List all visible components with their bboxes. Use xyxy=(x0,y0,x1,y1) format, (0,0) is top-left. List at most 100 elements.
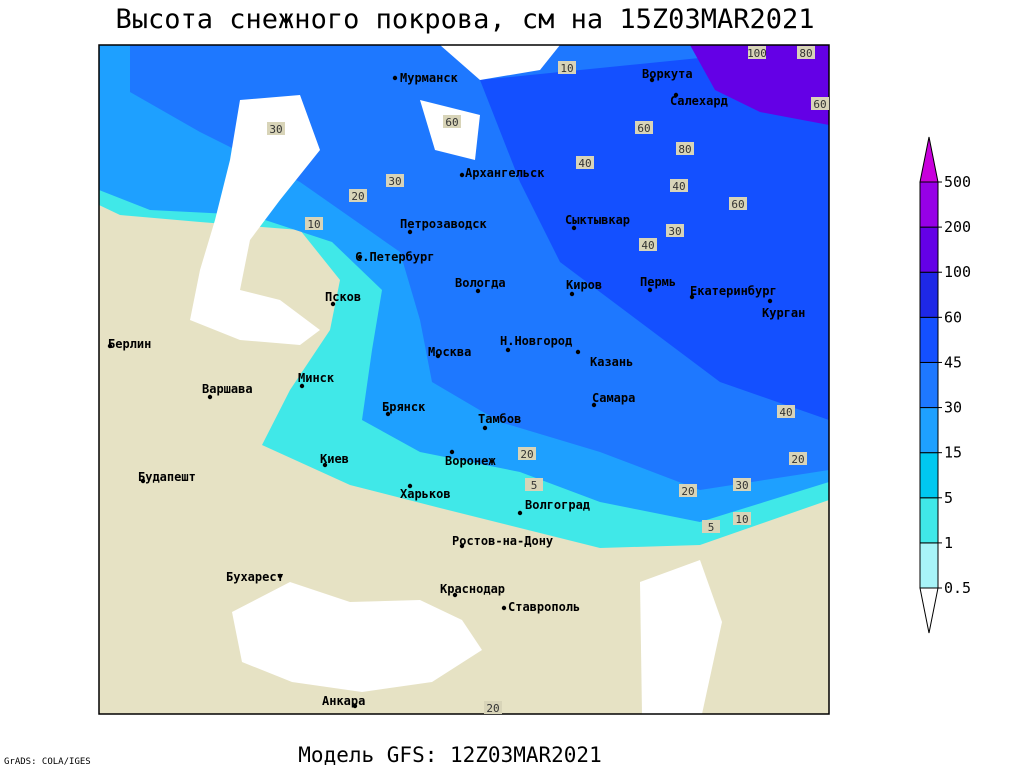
contour-label-box xyxy=(305,217,323,230)
title: Высота снежного покрова, см на 15Z03MAR2… xyxy=(116,4,815,35)
contour-label-box xyxy=(484,701,502,714)
white-sea xyxy=(420,100,480,160)
legend-high-triangle xyxy=(919,136,939,183)
city-dot xyxy=(357,254,363,260)
city-label: Курган xyxy=(762,306,805,320)
contour-label-box xyxy=(676,142,694,155)
city-label: Минск xyxy=(298,371,335,385)
city-label: Мурманск xyxy=(400,71,459,85)
contour-label-box xyxy=(811,97,829,110)
contour-label: 20 xyxy=(681,485,694,498)
contour-label-box xyxy=(635,121,653,134)
city-dot xyxy=(322,462,328,468)
city-dot xyxy=(392,75,398,81)
city-dot xyxy=(140,478,146,484)
contour-label-box xyxy=(525,478,543,491)
city-label: Казань xyxy=(590,355,633,369)
city-dot xyxy=(107,343,113,349)
city-dot xyxy=(505,347,511,353)
contour-label: 10 xyxy=(735,513,748,526)
contour-label: 5 xyxy=(531,479,538,492)
city-label: Анкара xyxy=(322,694,365,708)
city-dot xyxy=(475,288,481,294)
city-dot xyxy=(330,301,336,307)
city-label: Тамбов xyxy=(478,412,521,426)
city-dot xyxy=(299,383,305,389)
contour-label: 40 xyxy=(779,406,792,419)
city-dot xyxy=(352,703,358,709)
contour-label: 20 xyxy=(791,453,804,466)
city-label: Ростов-на-Дону xyxy=(452,534,553,548)
city-label: Воронеж xyxy=(445,454,496,468)
city-label: Москва xyxy=(428,345,471,359)
legend-box xyxy=(919,226,939,273)
city-label: Бухарест xyxy=(226,570,284,584)
legend-box xyxy=(919,181,939,228)
city-dot xyxy=(571,225,577,231)
legend-low-triangle xyxy=(919,587,939,634)
snow-100 xyxy=(690,45,829,125)
city-dot xyxy=(575,349,581,355)
footer: Модель GFS: 12Z03MAR2021 xyxy=(298,743,601,767)
contour-label-box xyxy=(679,484,697,497)
city-label: Брянск xyxy=(382,400,426,414)
credit: GrADS: COLA/IGES xyxy=(4,757,91,767)
city-dot xyxy=(569,291,575,297)
city-label: Пермь xyxy=(640,275,676,289)
legend-label: 15 xyxy=(944,444,962,462)
legend-box xyxy=(919,271,939,318)
city-dot xyxy=(407,229,413,235)
contour-label-box xyxy=(777,405,795,418)
legend-label: 200 xyxy=(944,218,971,236)
contour-label: 20 xyxy=(520,448,533,461)
contour-label-box xyxy=(576,156,594,169)
city-dot xyxy=(449,449,455,455)
city-label: Варшава xyxy=(202,382,253,396)
city-label: Берлин xyxy=(108,337,151,351)
city-dot xyxy=(649,77,655,83)
contour-label: 60 xyxy=(731,198,744,211)
city-label: Петрозаводск xyxy=(400,217,487,231)
black-sea xyxy=(232,582,482,692)
contour-label: 40 xyxy=(641,239,654,252)
city-label: Псков xyxy=(325,290,361,304)
city-label: Киров xyxy=(566,278,602,292)
city-label: Вологда xyxy=(455,276,506,290)
city-label: Харьков xyxy=(400,487,451,501)
contour-label-box xyxy=(797,46,815,59)
city-label: Киев xyxy=(320,452,349,466)
city-dot xyxy=(501,605,507,611)
city-dot xyxy=(452,592,458,598)
map xyxy=(98,44,830,715)
legend-box xyxy=(919,407,939,454)
contour-label-box xyxy=(666,224,684,237)
contour-label-box xyxy=(789,452,807,465)
contour-label-box xyxy=(443,115,461,128)
contour-label: 40 xyxy=(578,157,591,170)
baltic-sea xyxy=(190,95,320,345)
legend-label: 1 xyxy=(944,534,953,552)
contour-label: 60 xyxy=(445,116,458,129)
map-frame xyxy=(98,44,830,715)
city-label: Будапешт xyxy=(138,470,196,484)
legend-box xyxy=(919,497,939,544)
contour-label: 20 xyxy=(486,702,499,715)
legend-label: 60 xyxy=(944,308,962,326)
caspian-sea xyxy=(640,560,722,714)
city-label: Архангельск xyxy=(465,166,545,180)
contour-label-box xyxy=(639,238,657,251)
legend-box xyxy=(919,542,939,589)
contour-label: 10 xyxy=(307,218,320,231)
contour-label: 20 xyxy=(351,190,364,203)
contour-label: 30 xyxy=(269,123,282,136)
contour-label-box xyxy=(702,520,720,533)
city-dot xyxy=(767,298,773,304)
city-dot xyxy=(591,402,597,408)
contour-label-box xyxy=(670,179,688,192)
city-dot xyxy=(277,573,283,579)
contour-label-box xyxy=(386,174,404,187)
legend-box xyxy=(919,452,939,499)
contour-label: 60 xyxy=(637,122,650,135)
contour-label-box xyxy=(349,189,367,202)
city-dot xyxy=(689,294,695,300)
